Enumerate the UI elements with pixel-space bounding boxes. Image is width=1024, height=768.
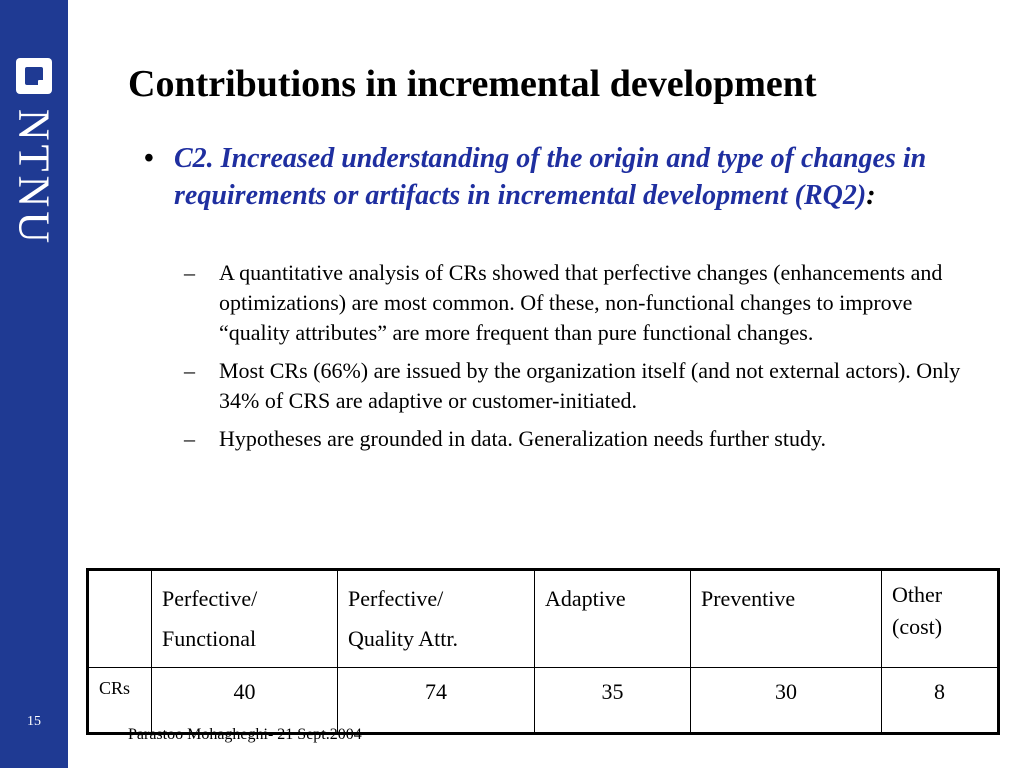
sub-bullet-text: Most CRs (66%) are issued by the organiz… <box>219 358 961 413</box>
header-cell: Preventive <box>690 569 882 668</box>
value-cell: 74 <box>337 667 535 734</box>
header-cell: Perfective/ Functional <box>151 569 338 668</box>
main-bullet-text: C2. Increased understanding of the origi… <box>174 143 927 211</box>
row-label-cell: CRs <box>87 667 152 734</box>
value-cell: 30 <box>690 667 882 734</box>
header-cell: Perfective/ Quality Attr. <box>337 569 535 668</box>
header-line: Preventive <box>701 586 796 611</box>
table-header-row: Perfective/ Functional Perfective/ Quali… <box>87 569 999 668</box>
dash-icon: – <box>184 426 195 451</box>
ntnu-logo-icon <box>16 58 52 94</box>
main-bullet-colon: : <box>866 180 876 211</box>
dash-icon: – <box>184 260 195 285</box>
header-cell: Other (cost) <box>881 569 999 668</box>
sub-bullet-text: A quantitative analysis of CRs showed th… <box>219 260 943 345</box>
sub-bullet: – Most CRs (66%) are issued by the organ… <box>184 356 964 416</box>
sub-bullet: – A quantitative analysis of CRs showed … <box>184 258 964 348</box>
value-cell: 8 <box>881 667 999 734</box>
sub-bullet-text: Hypotheses are grounded in data. General… <box>219 426 827 451</box>
header-cell: Adaptive <box>534 569 691 668</box>
header-line: Perfective/ <box>348 586 444 611</box>
table-corner-cell <box>87 569 152 668</box>
slide-title: Contributions in incremental development <box>128 63 817 105</box>
value-cell: 40 <box>151 667 338 734</box>
sub-bullet-list: – A quantitative analysis of CRs showed … <box>184 258 964 462</box>
bullet-icon: • <box>144 143 154 174</box>
cr-table: Perfective/ Functional Perfective/ Quali… <box>86 568 1000 735</box>
value-cell: 35 <box>534 667 691 734</box>
header-line: Quality Attr. <box>348 626 458 651</box>
header-line: (cost) <box>892 614 943 639</box>
sub-bullet: – Hypotheses are grounded in data. Gener… <box>184 424 964 454</box>
header-line: Functional <box>162 626 257 651</box>
header-line: Perfective/ <box>162 586 258 611</box>
main-bullet: • C2. Increased understanding of the ori… <box>144 140 944 214</box>
sidebar: NTNU 15 <box>0 0 68 768</box>
footer-credit: Parastoo Mohagheghi- 21 Sept.2004 <box>128 726 362 743</box>
header-line: Other <box>892 582 943 607</box>
logo-text: NTNU <box>9 108 59 248</box>
table-row: CRs 40 74 35 30 8 <box>87 667 999 734</box>
slide-number: 15 <box>27 714 41 729</box>
dash-icon: – <box>184 358 195 383</box>
header-line: Adaptive <box>545 586 626 611</box>
